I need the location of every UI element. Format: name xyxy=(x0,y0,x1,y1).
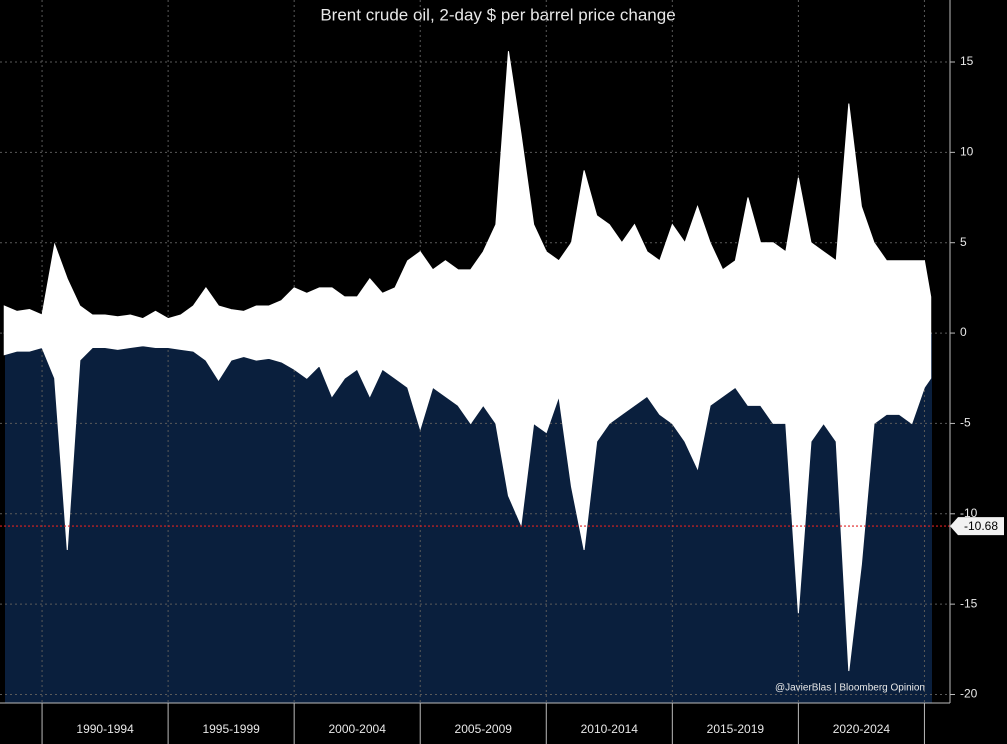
y-tick-label: 10 xyxy=(960,145,974,159)
y-tick-label: 15 xyxy=(960,54,974,68)
x-period-label: 2010-2014 xyxy=(581,722,639,736)
y-tick-label: 0 xyxy=(960,325,967,339)
y-tick-label: -15 xyxy=(960,596,978,610)
x-period-label: 1995-1999 xyxy=(202,722,260,736)
y-tick-label: 5 xyxy=(960,235,967,249)
reference-tag xyxy=(950,517,1004,536)
y-tick-label: -5 xyxy=(960,416,971,430)
reference-label: -10.68 xyxy=(964,519,998,533)
area xyxy=(3,51,932,334)
x-period-label: 1990-1994 xyxy=(76,722,134,736)
x-period-label: 2000-2004 xyxy=(328,722,386,736)
chart-title: Brent crude oil, 2-day $ per barrel pric… xyxy=(320,5,675,24)
y-tick-label: -10 xyxy=(960,506,978,520)
area xyxy=(3,332,932,672)
y-tick-label: -20 xyxy=(960,687,978,701)
credit: @JavierBlas | Bloomberg Opinion xyxy=(775,683,925,694)
x-period-label: 2020-2024 xyxy=(833,722,891,736)
x-period-label: 2005-2009 xyxy=(455,722,513,736)
x-period-label: 2015-2019 xyxy=(707,722,765,736)
